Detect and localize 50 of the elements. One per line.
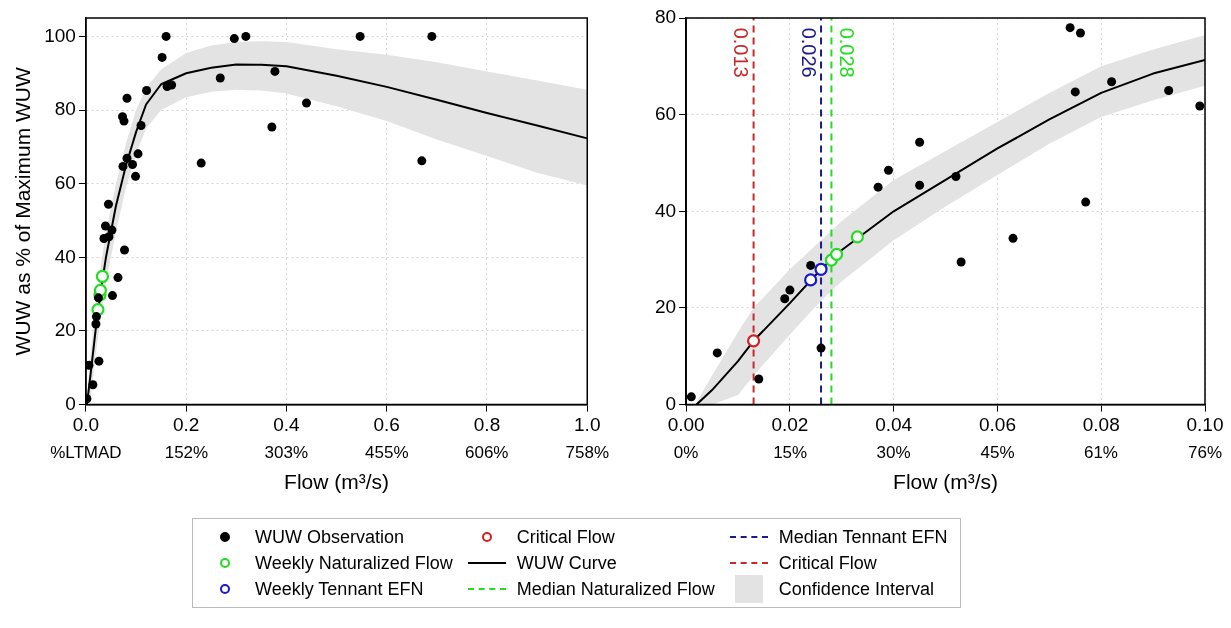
y-tick-label: 80 — [54, 98, 76, 120]
y-axis-title: WUW as % of Maximum WUW — [11, 67, 35, 356]
y-tick-label: 60 — [654, 102, 677, 124]
x2-tick-label: 152% — [164, 443, 209, 463]
y-tick-label: 20 — [654, 296, 677, 318]
legend-label: Critical Flow — [778, 552, 877, 574]
x2-tick-label: 15% — [773, 443, 808, 463]
y-tick-label: 40 — [654, 199, 677, 221]
y-tick-label: 60 — [54, 171, 76, 193]
legend-label: Critical Flow — [516, 526, 615, 548]
x2-tick-label: %LTMAD — [50, 443, 122, 463]
x-tick-label: 0.08 — [1082, 414, 1120, 436]
x2-tick-label: 606% — [464, 443, 509, 463]
y-tick-label: 0 — [665, 392, 677, 414]
x-tick-label: 0.00 — [667, 414, 705, 436]
x-tick-label: 0.8 — [473, 414, 501, 436]
legend-label: WUW Observation — [255, 526, 405, 548]
x2-tick-label: 30% — [876, 443, 911, 463]
y-tick-label: 80 — [654, 6, 677, 28]
x2-tick-label: 61% — [1083, 443, 1118, 463]
x2-tick-label: 455% — [365, 443, 409, 463]
legend-label: Median Tennant EFN — [778, 526, 948, 548]
annotation: 0.013 — [730, 27, 753, 78]
x2-tick-label: 303% — [264, 443, 309, 463]
annotation: 0.028 — [835, 27, 858, 78]
x-axis-title: Flow (m³/s) — [893, 470, 999, 494]
x-tick-label: 0.04 — [875, 414, 913, 436]
x-tick-label: 0.6 — [373, 414, 400, 436]
x-tick-label: 0.10 — [1186, 414, 1224, 436]
text: Confidence Interval — [778, 578, 934, 600]
y-tick-label: 40 — [54, 245, 76, 267]
y-tick-label: 20 — [54, 319, 76, 341]
y-tick-label: 0 — [65, 392, 76, 414]
legend-label: WUW Curve — [516, 552, 617, 574]
x2-tick-label: 45% — [980, 443, 1015, 463]
legend-label: Weekly Tennant EFN — [255, 578, 424, 600]
legend-label: Weekly Naturalized Flow — [255, 552, 453, 574]
x-tick-label: 0.2 — [172, 414, 200, 436]
x-tick-label: 1.0 — [574, 414, 601, 436]
x2-tick-label: 0% — [673, 443, 699, 463]
x-tick-label: 0.0 — [72, 414, 100, 436]
y-tick-label: 100 — [44, 24, 76, 46]
x2-tick-label: 758% — [565, 443, 609, 463]
annotation: 0.026 — [797, 27, 820, 78]
x-tick-label: 0.4 — [273, 414, 301, 436]
x-axis-title: Flow (m³/s) — [284, 470, 390, 494]
x-tick-label: 0.02 — [771, 414, 809, 436]
x2-tick-label: 76% — [1187, 443, 1223, 463]
legend-label: Median Naturalized Flow — [516, 578, 715, 600]
x-tick-label: 0.06 — [978, 414, 1016, 436]
